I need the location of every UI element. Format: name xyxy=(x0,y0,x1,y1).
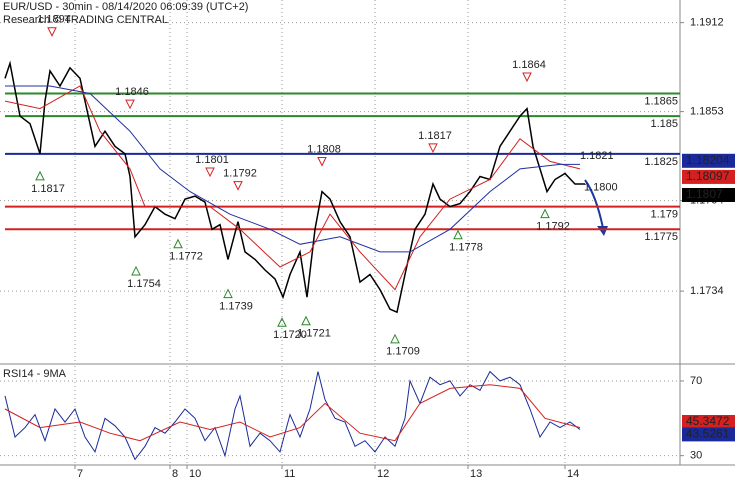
x-tick-label: 7 xyxy=(77,468,83,480)
marker-triangle xyxy=(131,265,141,276)
marker-triangle xyxy=(223,288,233,299)
marker-triangle xyxy=(205,167,215,178)
indicator-title: RSI14 - 9MA xyxy=(3,368,67,380)
marker-triangle xyxy=(428,143,438,154)
annotation-label: 1.1772 xyxy=(169,251,203,263)
marker-triangle xyxy=(540,208,550,219)
price-tag xyxy=(682,188,735,202)
annotation-label: 1.1846 xyxy=(115,86,149,98)
annotation-label: 1.1792 xyxy=(536,221,570,233)
marker-triangle xyxy=(173,238,183,249)
annotation-label: 1.1739 xyxy=(219,300,253,312)
annotation-label: 1.1821 xyxy=(580,150,614,162)
marker-triangle xyxy=(522,72,532,83)
annotation-label: 1.1754 xyxy=(127,278,161,290)
x-tick-label: 8 xyxy=(172,468,178,480)
price-tag-label: 1.1807 xyxy=(686,187,723,201)
price-tag-label: 1.18097 xyxy=(686,169,730,183)
x-tick-label: 12 xyxy=(377,468,389,480)
annotation-label: 1.1817 xyxy=(418,130,452,142)
y-tick-label: 1.1853 xyxy=(690,106,724,118)
annotation-label: 1.1721 xyxy=(297,328,331,340)
y-tick-label: 30 xyxy=(690,450,702,462)
marker-triangle xyxy=(453,229,463,240)
annotation-label: 1.1817 xyxy=(31,183,65,195)
annotation-label: 1.1864 xyxy=(512,59,546,71)
marker-triangle xyxy=(301,315,311,326)
price-tag-label: 43.5261 xyxy=(686,427,730,441)
annotation-label: 1.1801 xyxy=(195,154,229,166)
marker-triangle xyxy=(317,156,327,167)
price-tag xyxy=(682,414,735,429)
marker-triangle xyxy=(35,170,45,181)
marker-triangle xyxy=(47,27,57,37)
series-line xyxy=(4,370,581,461)
annotation-label: 1.1894 xyxy=(37,14,71,26)
marker-triangle xyxy=(233,181,243,191)
x-tick-label: 10 xyxy=(189,468,201,480)
level-label: 1.1825 xyxy=(644,156,678,168)
marker-triangle xyxy=(390,333,400,344)
x-tick-label: 13 xyxy=(470,468,482,480)
x-tick-label: 11 xyxy=(284,468,295,480)
annotation-label: 1.1709 xyxy=(386,346,420,358)
marker-triangle xyxy=(277,317,287,327)
annotation-label: 1.1808 xyxy=(307,143,341,155)
series-line xyxy=(4,85,581,291)
chart-title: EUR/USD - 30min - 08/14/2020 06:09:39 (U… xyxy=(3,1,248,13)
price-tag xyxy=(682,427,735,442)
annotation-label: 1.1720 xyxy=(273,329,307,341)
level-label: 1.1775 xyxy=(644,231,678,243)
y-tick-label: 1.1734 xyxy=(690,285,724,297)
series-line xyxy=(5,85,580,253)
level-label: 1.179 xyxy=(650,209,678,221)
annotation-label: 1.1800 xyxy=(584,181,618,193)
price-tag xyxy=(682,153,735,168)
annotation-label: 1.1778 xyxy=(449,242,483,254)
annotation-label: 1.1792 xyxy=(223,168,257,180)
forecast-arrow xyxy=(584,179,604,229)
x-tick-label: 14 xyxy=(567,468,579,480)
marker-triangle xyxy=(125,99,135,110)
y-tick-label: 70 xyxy=(690,375,702,387)
level-label: 1.1865 xyxy=(644,95,678,107)
level-label: 1.185 xyxy=(650,118,678,130)
price-tag-label: 45.3472 xyxy=(686,414,730,428)
price-tag-label: 1.18204 xyxy=(686,153,730,167)
series-line xyxy=(4,384,581,442)
chart-subtitle: Research © TRADING CENTRAL xyxy=(3,14,168,26)
y-tick-label: 1.1912 xyxy=(690,17,724,29)
price-tag xyxy=(682,169,735,184)
